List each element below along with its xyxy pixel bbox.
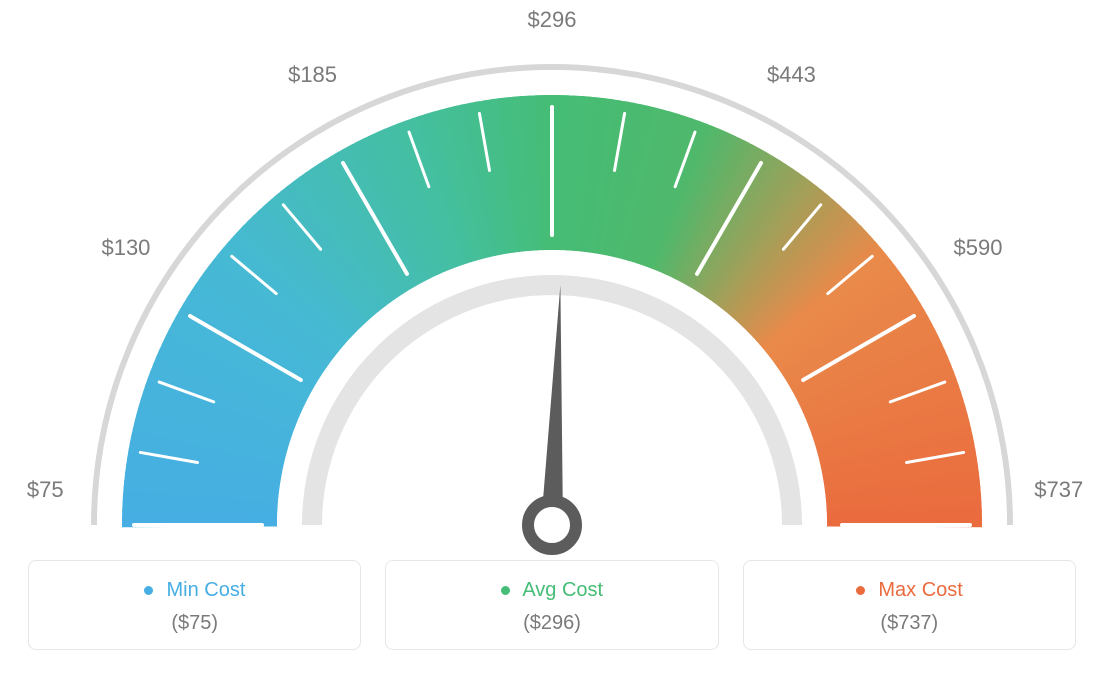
- cost-gauge: $75 $130 $185 $296 $443 $590 $737: [0, 0, 1104, 560]
- legend-value-avg: ($296): [396, 612, 707, 635]
- gauge-svg: [0, 0, 1104, 560]
- legend-title-avg-text: Avg Cost: [522, 579, 603, 601]
- legend-row: Min Cost ($75) Avg Cost ($296) Max Cost …: [0, 560, 1104, 670]
- scale-label-1: $130: [101, 235, 150, 261]
- scale-label-6: $737: [1034, 477, 1083, 503]
- legend-title-min: Min Cost: [39, 579, 350, 602]
- scale-label-5: $590: [954, 235, 1003, 261]
- legend-title-min-text: Min Cost: [166, 579, 245, 601]
- scale-label-2: $185: [288, 62, 337, 88]
- legend-card-avg: Avg Cost ($296): [385, 560, 718, 650]
- legend-title-max-text: Max Cost: [878, 579, 962, 601]
- legend-title-max: Max Cost: [754, 579, 1065, 602]
- scale-label-4: $443: [767, 62, 816, 88]
- legend-card-max: Max Cost ($737): [743, 560, 1076, 650]
- legend-dot-min: [144, 586, 153, 595]
- legend-title-avg: Avg Cost: [396, 579, 707, 602]
- legend-value-min: ($75): [39, 612, 350, 635]
- scale-label-3: $296: [528, 7, 577, 33]
- legend-dot-max: [856, 586, 865, 595]
- legend-card-min: Min Cost ($75): [28, 560, 361, 650]
- scale-label-0: $75: [27, 477, 64, 503]
- legend-value-max: ($737): [754, 612, 1065, 635]
- legend-dot-avg: [501, 586, 510, 595]
